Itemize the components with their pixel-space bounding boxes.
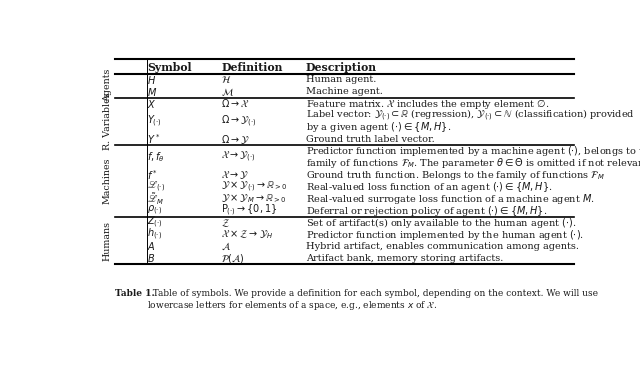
- Text: $\mathrm{P}_{(\cdot)} \rightarrow \{0, 1\}$: $\mathrm{P}_{(\cdot)} \rightarrow \{0, 1…: [221, 203, 278, 219]
- Text: $\tilde{\mathscr{L}}_M$: $\tilde{\mathscr{L}}_M$: [147, 191, 164, 207]
- Text: $\rho_{(\cdot)}$: $\rho_{(\cdot)}$: [147, 204, 162, 217]
- Text: R. Variables: R. Variables: [103, 92, 112, 150]
- Text: $X$: $X$: [147, 97, 156, 110]
- Text: $Y_{(\cdot)}$: $Y_{(\cdot)}$: [147, 114, 162, 129]
- Text: $Y^*$: $Y^*$: [147, 133, 160, 146]
- Text: Humans: Humans: [103, 220, 112, 261]
- Text: $\Omega \rightarrow \mathcal{X}$: $\Omega \rightarrow \mathcal{X}$: [221, 98, 250, 109]
- Text: Predictor function implemented by a machine agent $(\cdot)$, belongs to the: Predictor function implemented by a mach…: [306, 144, 640, 158]
- Text: family of functions $\mathcal{F}_M$. The parameter $\theta \in \Theta$ is omitte: family of functions $\mathcal{F}_M$. The…: [306, 156, 640, 170]
- Text: Real-valued loss function of an agent $(\cdot) \in \{M, H\}$.: Real-valued loss function of an agent $(…: [306, 180, 552, 194]
- Text: Human agent.: Human agent.: [306, 75, 376, 84]
- Text: $\mathcal{Y} \times \mathcal{Y}_M \rightarrow \mathbb{R}_{>0}$: $\mathcal{Y} \times \mathcal{Y}_M \right…: [221, 193, 287, 205]
- Text: Real-valued surrogate loss function of a machine agent $M$.: Real-valued surrogate loss function of a…: [306, 192, 595, 206]
- Text: $A$: $A$: [147, 241, 156, 253]
- Text: $\mathcal{H}$: $\mathcal{H}$: [221, 74, 232, 85]
- Text: Deferral or rejection policy of agent $(\cdot) \in \{M, H\}$.: Deferral or rejection policy of agent $(…: [306, 204, 547, 218]
- Text: $H$: $H$: [147, 74, 156, 86]
- Text: $\Omega \rightarrow \mathcal{Y}$: $\Omega \rightarrow \mathcal{Y}$: [221, 133, 250, 146]
- Text: Feature matrix. $\mathcal{X}$ includes the empty element $\emptyset$.: Feature matrix. $\mathcal{X}$ includes t…: [306, 97, 549, 110]
- Text: Machines: Machines: [103, 158, 112, 204]
- Text: $h_{(\cdot)}$: $h_{(\cdot)}$: [147, 227, 162, 242]
- Text: Artifact bank, memory storing artifacts.: Artifact bank, memory storing artifacts.: [306, 254, 503, 263]
- Text: $f, f_{\theta}$: $f, f_{\theta}$: [147, 150, 165, 164]
- Text: Label vector: $\mathcal{Y}_{(\cdot)} \subset \mathbb{R}$ (regression), $\mathcal: Label vector: $\mathcal{Y}_{(\cdot)} \su…: [306, 108, 634, 123]
- Text: $\mathcal{P}(\mathcal{A})$: $\mathcal{P}(\mathcal{A})$: [221, 252, 245, 265]
- Text: $\Omega \rightarrow \mathcal{Y}_{(\cdot)}$: $\Omega \rightarrow \mathcal{Y}_{(\cdot)…: [221, 114, 257, 129]
- Text: $f^*$: $f^*$: [147, 168, 157, 182]
- Text: $\mathcal{Y} \times \mathcal{Y}_{(\cdot)} \rightarrow \mathbb{R}_{>0}$: $\mathcal{Y} \times \mathcal{Y}_{(\cdot)…: [221, 180, 288, 194]
- Text: $B$: $B$: [147, 253, 155, 264]
- Text: $M$: $M$: [147, 86, 157, 98]
- Text: $\mathcal{X} \rightarrow \mathcal{Y}_{(\cdot)}$: $\mathcal{X} \rightarrow \mathcal{Y}_{(\…: [221, 150, 256, 164]
- Text: $\mathcal{M}$: $\mathcal{M}$: [221, 86, 234, 97]
- Text: Agents: Agents: [103, 69, 112, 102]
- Text: $\mathscr{L}_{(\cdot)}$: $\mathscr{L}_{(\cdot)}$: [147, 180, 165, 194]
- Text: by a given agent $(\cdot) \in \{M, H\}$.: by a given agent $(\cdot) \in \{M, H\}$.: [306, 120, 451, 134]
- Text: $Z_{(\cdot)}$: $Z_{(\cdot)}$: [147, 215, 163, 230]
- Text: Description: Description: [306, 62, 377, 73]
- Text: $\mathcal{X} \times \mathcal{Z} \rightarrow \mathcal{Y}_H$: $\mathcal{X} \times \mathcal{Z} \rightar…: [221, 228, 273, 241]
- Text: Table 1.: Table 1.: [115, 288, 154, 298]
- Text: Set of artifact(s) only available to the human agent $(\cdot)$.: Set of artifact(s) only available to the…: [306, 216, 576, 230]
- Text: $\mathcal{X} \rightarrow \mathcal{Y}$: $\mathcal{X} \rightarrow \mathcal{Y}$: [221, 169, 250, 181]
- Text: Predictor function implemented by the human agent $(\cdot)$.: Predictor function implemented by the hu…: [306, 228, 584, 241]
- Text: Definition: Definition: [221, 62, 283, 73]
- Text: Ground truth function. Belongs to the family of functions $\mathcal{F}_M$: Ground truth function. Belongs to the fa…: [306, 168, 605, 181]
- Text: Table of symbols. We provide a definition for each symbol, depending on the cont: Table of symbols. We provide a definitio…: [147, 288, 598, 312]
- Text: $\mathcal{Z}$: $\mathcal{Z}$: [221, 217, 230, 229]
- Text: Symbol: Symbol: [147, 62, 191, 73]
- Text: $\mathcal{A}$: $\mathcal{A}$: [221, 241, 231, 252]
- Text: Machine agent.: Machine agent.: [306, 87, 383, 96]
- Text: Ground truth label vector.: Ground truth label vector.: [306, 135, 435, 144]
- Text: Hybrid artifact, enables communication among agents.: Hybrid artifact, enables communication a…: [306, 242, 579, 251]
